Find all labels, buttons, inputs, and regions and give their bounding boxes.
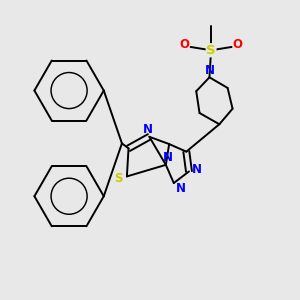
Text: N: N bbox=[143, 123, 153, 136]
Text: S: S bbox=[114, 172, 123, 184]
Text: O: O bbox=[180, 38, 190, 51]
Text: O: O bbox=[232, 38, 242, 51]
Text: N: N bbox=[192, 163, 202, 176]
Text: N: N bbox=[204, 64, 214, 76]
Text: N: N bbox=[176, 182, 186, 196]
Text: S: S bbox=[206, 44, 216, 57]
Text: N: N bbox=[163, 151, 172, 164]
